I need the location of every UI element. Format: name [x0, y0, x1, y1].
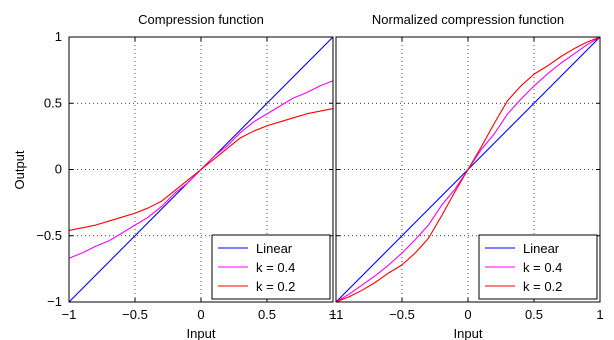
x-tick-label: 0.5: [258, 307, 276, 322]
x-tick-label: −0.5: [389, 307, 415, 322]
series-line-k-0-2: [335, 36, 601, 303]
y-tick-label: −1: [47, 294, 62, 309]
panel-title: Normalized compression function: [372, 12, 564, 27]
x-tick-label: 1: [596, 307, 603, 322]
legend-label: k = 0.4: [523, 260, 562, 275]
legend-label: k = 0.2: [523, 279, 562, 294]
x-axis-label: Input: [187, 326, 216, 340]
legend-label: k = 0.4: [256, 260, 295, 275]
x-tick-label: −1: [62, 307, 77, 322]
plot-area: −1 −0.5 0 0.5 1 Linear k = 0.4 k = 0.2: [329, 36, 604, 322]
y-tick-label: −0.5: [36, 228, 62, 243]
legend-label: Linear: [523, 241, 560, 256]
x-tick-label: 0.5: [525, 307, 543, 322]
legend-label: Linear: [256, 241, 293, 256]
legend: Linear k = 0.4 k = 0.2: [211, 234, 331, 300]
x-axis-label: Input: [454, 326, 483, 340]
x-tick-label: 0: [464, 307, 471, 322]
x-tick-label: 0: [197, 307, 204, 322]
legend: Linear k = 0.4 k = 0.2: [478, 234, 598, 300]
series-line-k-0-2: [68, 108, 334, 231]
plot-area: −1 −0.5 0 0.5 1 −1 −0.5 0 0.5 1 Linear k = 0.4 k = 0…: [36, 29, 336, 322]
x-tick-label: −1: [329, 307, 344, 322]
x-tick-label: 1: [329, 307, 336, 322]
legend-label: k = 0.2: [256, 279, 295, 294]
y-tick-label: 0.5: [44, 95, 62, 110]
panel-normalized: Normalized compression function Input −1…: [329, 12, 604, 340]
panel-compression: Compression function Output Input −1 −0.5…: [12, 12, 337, 340]
y-axis-label: Output: [12, 150, 27, 189]
y-tick-label: 1: [55, 29, 62, 44]
y-tick-label: 0: [55, 162, 62, 177]
x-tick-label: −0.5: [122, 307, 148, 322]
panel-title: Compression function: [138, 12, 264, 27]
